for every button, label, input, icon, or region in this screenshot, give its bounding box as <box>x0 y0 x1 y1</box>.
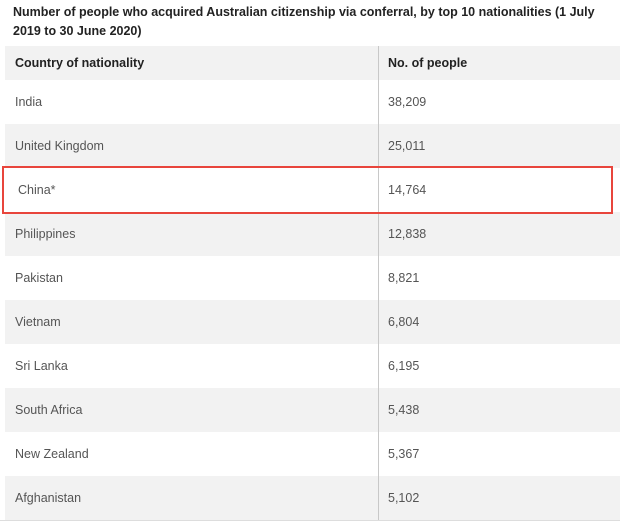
table-row: Pakistan 8,821 <box>5 256 620 300</box>
table-header: Country of nationality No. of people <box>5 46 620 80</box>
citizenship-table: Country of nationality No. of people Ind… <box>5 46 620 520</box>
table-title: Number of people who acquired Australian… <box>13 5 595 38</box>
cell-country: New Zealand <box>5 432 379 476</box>
cell-count: 6,804 <box>388 315 420 329</box>
cell-count: 12,838 <box>388 227 427 241</box>
cell-count: 6,195 <box>388 359 420 373</box>
table-row: United Kingdom 25,011 <box>5 124 620 168</box>
cell-count: 5,102 <box>388 491 420 505</box>
table-row: Sri Lanka 6,195 <box>5 344 620 388</box>
table-row: South Africa 5,438 <box>5 388 620 432</box>
cell-country: Sri Lanka <box>5 344 379 388</box>
table-row: New Zealand 5,367 <box>5 432 620 476</box>
cell-country: Vietnam <box>5 300 379 344</box>
table-row: India 38,209 <box>5 80 620 124</box>
table-row: Vietnam 6,804 <box>5 300 620 344</box>
cell-country: India <box>5 80 379 124</box>
cell-count: 25,011 <box>388 139 426 153</box>
cell-country: South Africa <box>5 388 379 432</box>
cell-country: Afghanistan <box>5 476 379 520</box>
cell-count: 14,764 <box>388 183 427 197</box>
table-row: Afghanistan 5,102 <box>5 476 620 520</box>
cell-count: 5,438 <box>388 403 420 417</box>
header-count: No. of people <box>388 56 468 70</box>
cell-country: Pakistan <box>5 256 379 300</box>
table-bottom-border <box>0 520 620 521</box>
cell-country: China* <box>5 168 379 212</box>
table-row: Philippines 12,838 <box>5 212 620 256</box>
cell-count: 38,209 <box>388 95 427 109</box>
cell-count: 5,367 <box>388 447 420 461</box>
header-country: Country of nationality <box>5 46 379 80</box>
cell-count: 8,821 <box>388 271 420 285</box>
table-row: China* 14,764 <box>5 168 620 212</box>
cell-country: United Kingdom <box>5 124 379 168</box>
cell-country: Philippines <box>5 212 379 256</box>
